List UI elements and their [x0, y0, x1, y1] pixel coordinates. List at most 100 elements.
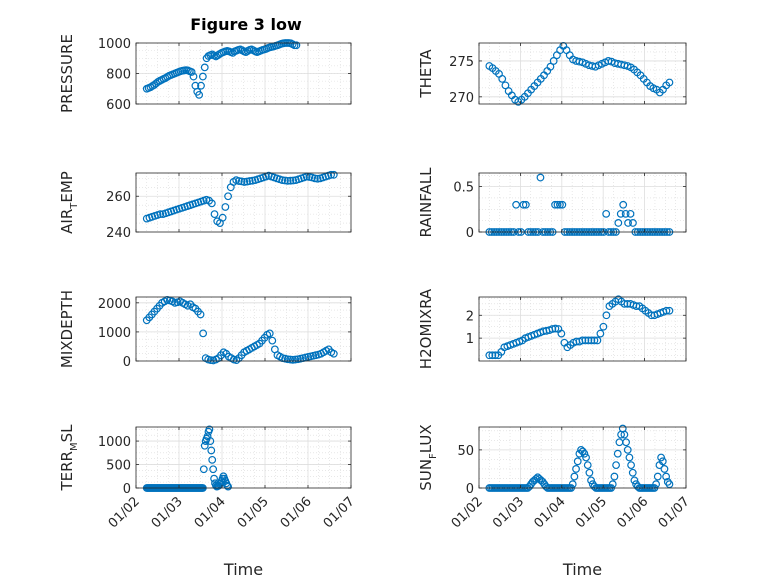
- y-axis-label: MIXDEPTH: [58, 290, 76, 368]
- y-tick-label: 240: [106, 226, 131, 241]
- y-tick-label: 0: [123, 355, 131, 370]
- y-axis-label: TERRMSL: [58, 424, 80, 492]
- x-tick-label: 01/07: [656, 494, 693, 531]
- y-tick-label: 0: [466, 226, 474, 241]
- data-point: [610, 472, 619, 481]
- axes-box: [478, 426, 687, 489]
- data-point: [626, 209, 635, 218]
- y-axis-label: PRESSURE: [58, 34, 76, 113]
- data-point: [197, 81, 205, 90]
- data-point: [583, 461, 592, 470]
- y-tick-label: 275: [449, 55, 474, 70]
- data-point: [558, 200, 567, 209]
- data-point: [327, 170, 335, 179]
- data-point: [614, 219, 623, 227]
- x-axis-label: Time: [223, 560, 263, 579]
- y-tick-label: 260: [106, 190, 131, 205]
- data-point: [587, 476, 595, 485]
- data-point: [218, 213, 227, 222]
- data-point: [288, 355, 297, 364]
- axes-box: [135, 172, 352, 233]
- data-point: [519, 200, 528, 209]
- data-point: [283, 176, 292, 185]
- data-point: [625, 453, 634, 462]
- data-point: [532, 474, 540, 483]
- data-point: [660, 465, 669, 473]
- data-point: [568, 480, 577, 489]
- data-point: [622, 438, 630, 447]
- data-point: [187, 68, 196, 76]
- data-point: [602, 209, 611, 218]
- y-tick-label: 50: [457, 444, 474, 459]
- y-tick-label: 0: [123, 482, 131, 497]
- data-point: [268, 336, 277, 345]
- data-point: [210, 474, 218, 483]
- data-point: [536, 173, 545, 182]
- y-tick-label: 2000: [98, 297, 131, 312]
- y-tick-label: 600: [106, 98, 131, 113]
- y-tick-label: 1000: [98, 326, 131, 341]
- subplot-6: 1 2 H2OMIXRA: [417, 288, 687, 369]
- data-point: [291, 355, 300, 364]
- data-point: [199, 465, 208, 474]
- data-point: [630, 476, 639, 485]
- y-tick-label: 1000: [98, 435, 131, 450]
- data-point: [665, 78, 674, 87]
- data-point: [613, 449, 622, 458]
- data-point: [582, 453, 590, 462]
- data-point: [289, 176, 298, 185]
- data-point: [491, 351, 500, 360]
- y-axis-label: AIRTEMP: [58, 171, 80, 234]
- plot-area: [479, 297, 686, 361]
- data-point: [195, 90, 204, 99]
- data-point: [665, 306, 674, 315]
- data-point: [283, 355, 292, 364]
- data-point: [628, 468, 637, 477]
- data-point: [189, 72, 198, 81]
- data-point: [585, 468, 594, 477]
- data-point: [623, 445, 632, 454]
- data-point: [156, 210, 165, 219]
- subplot-2: 270 275 THETA: [417, 41, 687, 106]
- data-point: [223, 481, 232, 490]
- data-point: [652, 480, 660, 489]
- data-point: [210, 210, 219, 219]
- data-point: [593, 336, 602, 345]
- data-point: [278, 176, 287, 185]
- data-point: [551, 324, 560, 333]
- data-point: [578, 447, 587, 456]
- data-point: [662, 472, 671, 481]
- data-point: [501, 81, 510, 90]
- data-point: [200, 63, 209, 72]
- data-point: [240, 178, 249, 186]
- y-tick-label: 2: [466, 309, 474, 324]
- data-point: [612, 461, 620, 470]
- subplot-4: 0 0.5 RAINFALL: [417, 167, 687, 241]
- data-point: [207, 199, 216, 208]
- data-point: [572, 465, 580, 473]
- plot-area: [479, 173, 686, 232]
- data-point: [512, 200, 521, 209]
- data-point: [553, 200, 562, 209]
- data-point: [653, 472, 662, 481]
- data-point: [196, 310, 205, 319]
- subplot-5: 0 1000 2000 MIXDEPTH: [58, 290, 352, 370]
- data-point: [292, 41, 301, 50]
- x-tick-label: 01/03: [149, 494, 186, 531]
- x-tick-label: 01/04: [192, 494, 229, 531]
- subplot-8: 0 50 01/02 01/03 01/04 01/05 01/06 01/07 SUNFLUX…: [417, 424, 693, 579]
- data-point: [573, 457, 582, 466]
- data-point: [198, 72, 207, 81]
- data-point: [199, 329, 208, 338]
- data-point: [551, 200, 559, 209]
- data-point: [621, 209, 630, 218]
- data-point: [580, 449, 589, 458]
- data-point: [663, 478, 672, 486]
- data-point: [599, 322, 608, 331]
- data-point: [281, 176, 289, 185]
- axes-box: [135, 426, 352, 489]
- x-tick-label: 01/03: [490, 494, 527, 531]
- data-point: [602, 311, 611, 320]
